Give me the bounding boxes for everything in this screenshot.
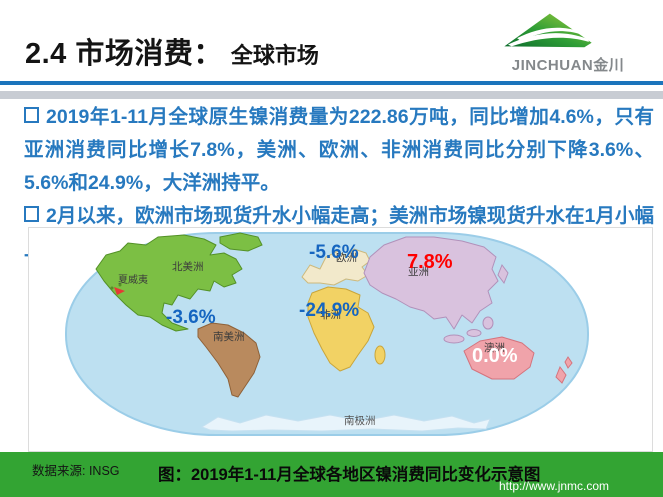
hawaii-arrow-icon — [114, 287, 125, 295]
footer-bar: 数据来源: INSG 图：2019年1-11月全球各地区镍消费同比变化示意图 h… — [0, 452, 663, 497]
value-africa: -24.9% — [299, 300, 360, 321]
continent-australia — [463, 336, 535, 380]
continent-africa — [307, 286, 375, 372]
island-japan — [497, 263, 509, 285]
value-asia: 7.8% — [407, 251, 453, 273]
label-asia: 亚洲 — [408, 266, 429, 278]
hawaii-island-dot — [118, 283, 122, 287]
bullet-paragraph-1: 2019年1-11月全球原生镍消费量为222.86万吨，同比增加4.6%，只有亚… — [24, 101, 654, 200]
continent-south-america — [197, 322, 261, 398]
continent-antarctica — [200, 414, 491, 432]
page-title-sub: 全球市场 — [230, 43, 319, 68]
island-philippines — [482, 316, 494, 330]
header-rule-blue — [0, 81, 663, 85]
hawaii-island-dot — [110, 286, 114, 290]
island-indonesia — [443, 334, 465, 344]
mountain-swoosh-icon — [504, 13, 592, 48]
page-title-main: 2.4 市场消费： — [25, 38, 223, 70]
world-map: 夏威夷 北美洲 南美洲 欧洲 亚洲 非洲 澳洲 南极洲 -5.6% 7.8% -… — [62, 231, 592, 439]
figure-caption: 图：2019年1-11月全球各地区镍消费同比变化示意图 — [158, 466, 541, 484]
website-url: http://www.jnmc.com — [499, 479, 610, 493]
header-band-grey — [0, 91, 663, 99]
bullet-square-icon — [24, 107, 39, 123]
island-new-guinea — [466, 329, 482, 337]
continent-north-america — [95, 234, 243, 332]
data-source: 数据来源: INSG — [32, 464, 120, 478]
label-oceania: 澳洲 — [484, 342, 505, 354]
label-north-america: 北美洲 — [172, 261, 204, 273]
value-americas: -3.6% — [166, 307, 216, 328]
logo-wordmark: JINCHUAN金川 — [511, 57, 625, 74]
label-africa: 非洲 — [320, 309, 341, 321]
label-europe: 欧洲 — [336, 252, 357, 264]
value-europe: -5.6% — [309, 242, 359, 263]
label-south-america: 南美洲 — [213, 331, 245, 343]
island-new-zealand — [555, 365, 567, 384]
bullet-square-icon — [24, 206, 39, 222]
jinchuan-logo: JINCHUAN金川 — [488, 6, 648, 76]
island-greenland — [219, 232, 263, 252]
bullet-text-1: 2019年1-11月全球原生镍消费量为222.86万吨，同比增加4.6%，只有亚… — [24, 106, 654, 194]
island-new-zealand-north — [564, 356, 573, 369]
world-map-svg — [65, 232, 589, 436]
value-oceania: 0.0% — [472, 345, 518, 367]
continent-asia — [363, 236, 499, 330]
page-title: 2.4 市场消费： 全球市场 — [25, 30, 319, 72]
label-antarctica: 南极洲 — [344, 415, 376, 427]
label-hawaii: 夏威夷 — [118, 275, 148, 286]
island-madagascar — [374, 345, 386, 365]
